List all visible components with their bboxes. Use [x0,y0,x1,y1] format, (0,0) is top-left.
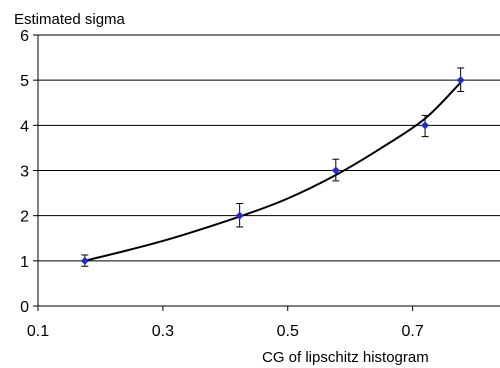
data-points [80,76,465,265]
y-tick-label: 0 [20,299,29,316]
x-ticks: 0.1 0.3 0.5 0.7 [27,306,424,340]
y-axis-label: Estimated sigma [14,11,126,28]
data-point [456,76,465,85]
y-tick-label: 1 [20,254,29,271]
y-tick-label: 3 [20,164,29,181]
x-tick-label: 0.5 [277,323,299,340]
y-ticks: 0 1 2 3 4 5 6 [20,28,38,316]
grid [38,34,500,262]
y-tick-label: 4 [20,118,29,135]
y-tick-label: 6 [20,28,29,45]
trendline [84,81,462,262]
error-bars [81,67,465,267]
data-point [80,256,89,265]
x-axis-label: CG of lipschitz histogram [262,349,429,366]
trendline-path [84,81,462,262]
data-point [331,166,340,175]
y-tick-label: 2 [20,209,29,226]
x-tick-label: 0.1 [27,323,49,340]
x-tick-label: 0.3 [152,323,174,340]
data-point [421,121,430,130]
x-tick-label: 0.7 [401,323,423,340]
data-point [235,211,244,220]
y-tick-label: 5 [20,73,29,90]
